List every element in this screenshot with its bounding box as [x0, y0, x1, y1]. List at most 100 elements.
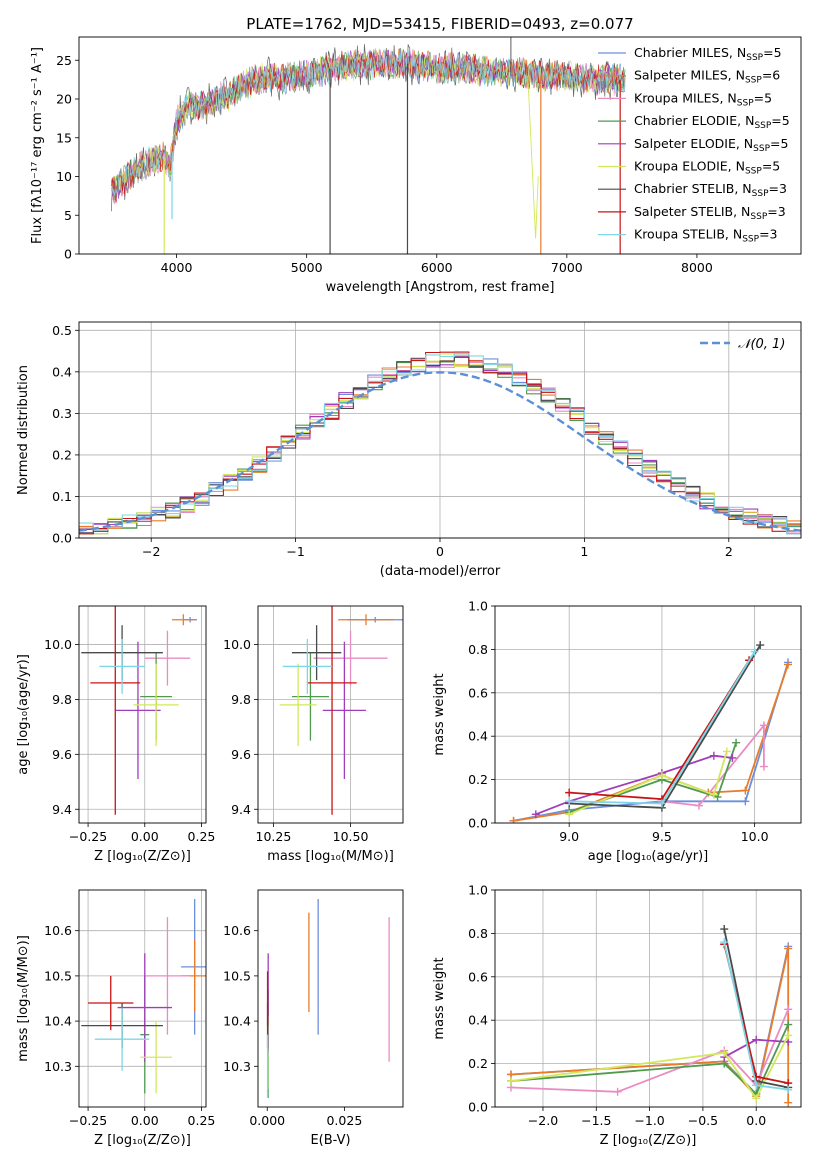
- series-marker-chabrier_elodie: [784, 1020, 793, 1029]
- x-tick-label: 0.25: [188, 829, 216, 844]
- series-marker-kroupa_elodie: [506, 1076, 515, 1085]
- y-tick-label: 0.2: [468, 1056, 488, 1071]
- x-tick-label: 9.0: [559, 829, 579, 844]
- axes-frame: [78, 36, 802, 255]
- legend-label: Salpeter MILES, NSSP=6: [634, 68, 780, 86]
- y-tick-label: 9.6: [231, 747, 251, 762]
- x-axis-label: mass [log₁₀(M/M⊙)]: [267, 849, 394, 864]
- x-tick-label: 7000: [551, 260, 583, 275]
- y-tick-label: 0.4: [52, 364, 72, 379]
- legend-label-sub: SSP: [754, 121, 771, 131]
- x-tick-label: −1.0: [634, 1113, 664, 1128]
- legend-label-normal: 𝒩(0, 1): [738, 337, 785, 352]
- y-axis-label: mass weight: [432, 673, 447, 755]
- y-tick-label: 10.0: [223, 637, 251, 652]
- series-marker-kroupa_miles: [613, 1087, 622, 1096]
- axes-mass_vs_z: −0.25 0.00 0.25 10.3 10.4 10.5 10.6 Z [log₁₀(Z/…: [16, 889, 216, 1148]
- y-tick-label: 10.3: [44, 1059, 72, 1074]
- plot-area: [81, 606, 197, 815]
- series-marker-chabrier_stelib: [720, 925, 729, 934]
- x-tick-label: 4000: [161, 260, 193, 275]
- legend-label-main: Salpeter ELODIE, N: [634, 136, 753, 151]
- y-tick-label: 0.6: [468, 685, 488, 700]
- x-tick-label: 6000: [421, 260, 453, 275]
- x-tick-label: −0.25: [69, 829, 107, 844]
- x-tick-label: −2: [142, 544, 160, 559]
- axes-frame: [494, 889, 802, 1108]
- y-tick-label: 1.0: [468, 599, 488, 614]
- axes-spectrum: 4000 5000 6000 7000 8000 0 5 10 15 20 25 wavelength…: [30, 15, 802, 295]
- series-line-chabrier_stelib: [569, 644, 761, 809]
- y-tick-label: 5: [64, 208, 72, 223]
- y-tick-label: 10.0: [44, 637, 72, 652]
- y-tick-label: 0: [64, 247, 72, 262]
- y-axis-label: Normed distribution: [16, 365, 31, 495]
- histogram-kroupa_stelib: [79, 352, 801, 535]
- plot-area: [509, 641, 793, 823]
- spectrum-line-kroupa_elodie: [111, 48, 626, 197]
- series-marker-salpeter_elodie: [531, 810, 540, 819]
- chart-title: PLATE=1762, MJD=53415, FIBERID=0493, z=0…: [246, 15, 633, 33]
- x-tick-label: 0.025: [326, 1113, 362, 1128]
- x-tick-label: −1: [286, 544, 304, 559]
- series-marker-salpeter_stelib: [565, 788, 574, 797]
- series-marker-kroupa_elodie: [752, 1094, 761, 1103]
- x-tick-label: 0.00: [131, 829, 159, 844]
- y-tick-label: 9.8: [231, 692, 251, 707]
- legend-label-sub: SSP: [750, 212, 767, 222]
- y-tick-label: 15: [56, 130, 72, 145]
- legend-label: Kroupa ELODIE, NSSP=5: [634, 159, 780, 177]
- axes-age_vs_z: −0.25 0.00 0.25 9.4 9.6 9.8 10.0 Z [log₁₀(Z/Z⊙)…: [16, 605, 216, 864]
- legend-label-suffix: =3: [769, 181, 787, 196]
- x-axis-label: E(B-V): [310, 1133, 350, 1148]
- y-tick-label: 0.2: [52, 447, 72, 462]
- x-tick-label: −0.5: [688, 1113, 718, 1128]
- y-tick-label: 9.4: [52, 802, 72, 817]
- plot-area: [506, 925, 793, 1107]
- x-tick-label: 10.0: [741, 829, 769, 844]
- series-marker-kroupa_stelib: [657, 799, 666, 808]
- legend-label-main: Kroupa ELODIE, N: [634, 159, 745, 174]
- series-line-kroupa_elodie: [568, 751, 728, 816]
- y-tick-label: 0.0: [468, 1100, 488, 1115]
- y-tick-label: 10.5: [44, 968, 72, 983]
- series-marker-kroupa_elodie: [722, 747, 731, 756]
- axes-massweight_vs_z: −2.0 −1.5 −1.0 −0.5 0.0 0.0 0.2 0.4 0.6 0.8 1.0 Z […: [432, 883, 802, 1148]
- x-tick-label: 10.50: [333, 829, 369, 844]
- x-tick-label: 0.0: [746, 1113, 766, 1128]
- series-marker-kroupa_stelib: [565, 797, 574, 806]
- series-marker-chabrier_elodie: [732, 738, 741, 747]
- legend-label-suffix: =3: [759, 227, 777, 242]
- y-tick-label: 25: [56, 53, 72, 68]
- legend-label-suffix: =5: [771, 113, 789, 128]
- x-axis-label: age [log₁₀(age/yr)]: [588, 849, 709, 864]
- series-marker-kroupa_elodie: [720, 1048, 729, 1057]
- legend-label: Kroupa STELIB, NSSP=3: [634, 227, 778, 245]
- y-tick-label: 20: [56, 92, 72, 107]
- y-tick-label: 0.4: [468, 1013, 488, 1028]
- axes-frame: [78, 889, 207, 1108]
- series-marker-salpeter_miles: [784, 944, 793, 953]
- y-tick-label: 10.5: [223, 968, 251, 983]
- y-tick-label: 10.6: [44, 923, 72, 938]
- legend-label-sub: SSP: [753, 144, 770, 154]
- series-line-kroupa_elodie: [510, 1034, 790, 1101]
- series-marker-kroupa_stelib: [750, 647, 759, 656]
- legend-label-suffix: =5: [770, 136, 788, 151]
- legend-label-suffix: =3: [767, 204, 785, 219]
- y-axis-label: mass weight: [432, 957, 447, 1039]
- legend-label-main: Kroupa MILES, N: [634, 90, 737, 105]
- x-tick-label: 0.25: [188, 1113, 216, 1128]
- y-tick-label: 1.0: [468, 883, 488, 898]
- x-tick-label: 0: [436, 544, 444, 559]
- series-marker-salpeter_elodie: [752, 1035, 761, 1044]
- series-marker-salpeter_elodie: [728, 753, 737, 762]
- x-tick-label: 5000: [291, 260, 323, 275]
- series-line-chabrier_miles: [513, 662, 789, 822]
- series-marker-kroupa_stelib: [784, 1085, 793, 1094]
- x-axis-label: wavelength [Angstrom, rest frame]: [326, 280, 555, 295]
- series-marker-salpeter_miles: [741, 786, 750, 795]
- y-tick-label: 9.4: [231, 802, 251, 817]
